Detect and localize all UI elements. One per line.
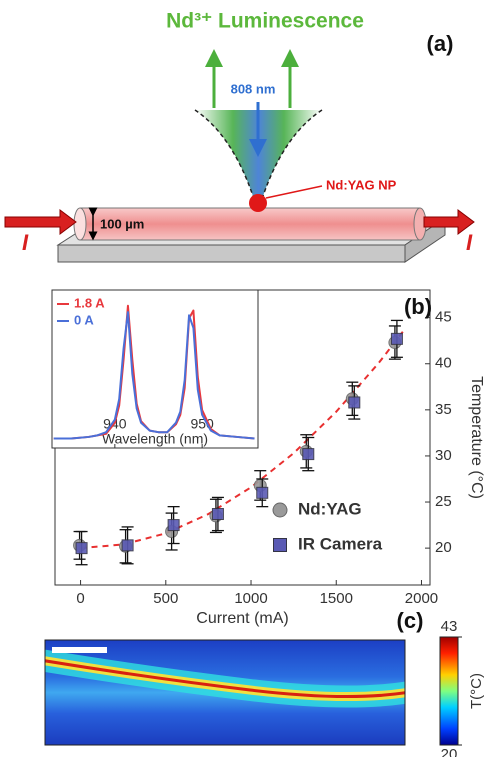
x-tick-label: 500 [153, 590, 178, 607]
slab-front [57, 244, 406, 263]
colorbar-tick-label: 43 [441, 618, 458, 635]
point [121, 539, 134, 552]
panel-label: (c) [397, 608, 424, 633]
current-label: I [466, 230, 473, 255]
y-tick-label: 45 [435, 309, 452, 326]
point [75, 542, 88, 555]
point [348, 396, 361, 409]
x-axis-label: Current (mA) [196, 610, 288, 627]
spectrum-line [53, 311, 255, 440]
point [302, 448, 315, 461]
scale-bar [52, 647, 107, 653]
legend-marker [273, 538, 287, 552]
x-tick-label: 0 [76, 590, 84, 607]
y-tick-label: 40 [435, 355, 452, 372]
legend-label: 0 A [74, 312, 94, 327]
colorbar-label: T(°C) [468, 673, 485, 709]
x-axis-label: Wavelength (nm) [102, 431, 208, 447]
hot-core [45, 659, 405, 699]
legend-label: IR Camera [298, 534, 383, 553]
x-tick-label: 2000 [405, 590, 438, 607]
current-arrow [423, 209, 475, 235]
fiber [79, 207, 421, 241]
point [167, 519, 180, 532]
point [211, 508, 224, 521]
panel-label: (a) [427, 31, 454, 56]
particle-label: Nd:YAG NP [326, 177, 397, 192]
y-tick-label: 20 [435, 539, 452, 556]
diameter-label: 100 µm [100, 216, 144, 231]
pump-label: 808 nm [231, 81, 276, 96]
legend-label: Nd:YAG [298, 499, 362, 518]
y-tick-label: 25 [435, 493, 452, 510]
panel-a: Nd³⁺ Luminescence (a) 808 nm Nd:YAG NP I… [4, 10, 475, 263]
current-label: I [22, 230, 29, 255]
cone-outline [194, 109, 323, 197]
inset-area [51, 289, 259, 449]
x-tick-label: 1000 [234, 590, 267, 607]
image-frame [44, 639, 406, 746]
legend-label: 1.8 A [74, 295, 105, 310]
y-axis-label: Temperature (°C) [468, 376, 485, 499]
panel-c: (c) T(°C) [44, 608, 485, 746]
fit-line [80, 329, 406, 550]
panel-b: 0 500 1000 1500 2000 20 25 30 35 40 45 Current (mA)… [51, 289, 485, 627]
y-tick-label: 35 [435, 401, 452, 418]
current-arrow [4, 209, 77, 235]
x-tick-label: 1500 [320, 590, 353, 607]
nanoparticle [249, 194, 267, 212]
y-tick-label: 30 [435, 447, 452, 464]
panel-label: (b) [404, 294, 432, 319]
point [390, 332, 403, 345]
colorbar-tick-label: 20 [441, 746, 458, 757]
pointer-line [265, 185, 323, 199]
point [256, 486, 269, 499]
fiber-end [73, 207, 87, 241]
title: Nd³⁺ Luminescence [166, 10, 364, 33]
colorbar [439, 636, 459, 746]
legend-marker [272, 502, 288, 518]
